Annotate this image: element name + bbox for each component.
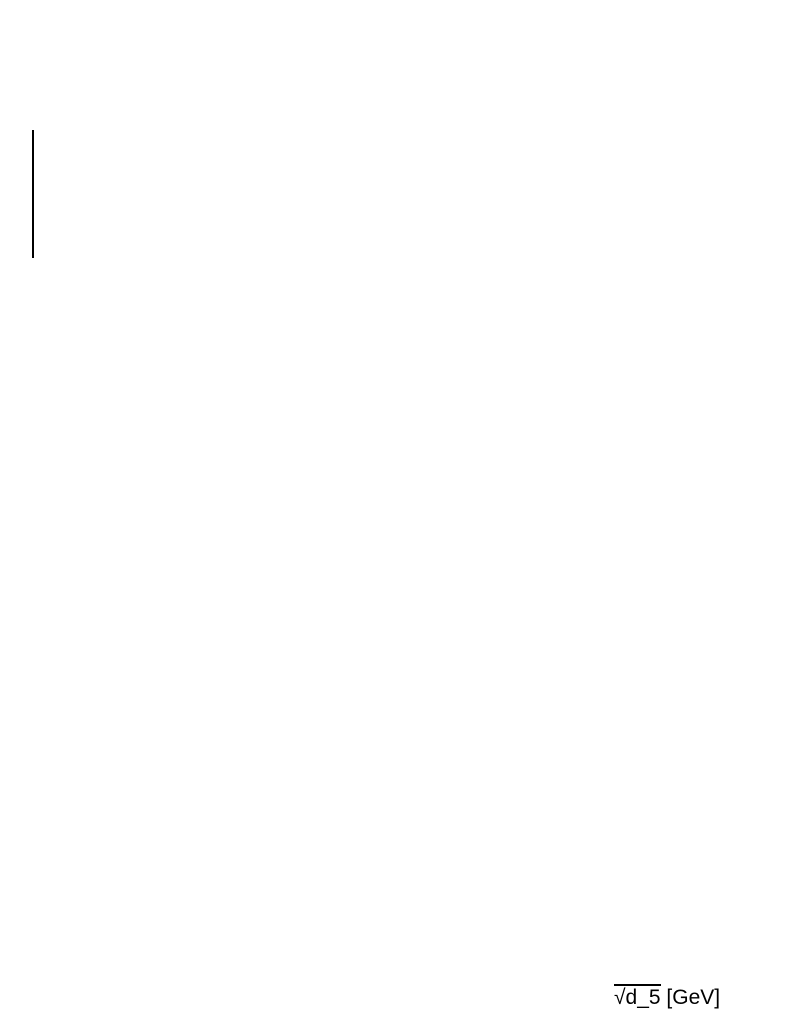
fraction-bar [32,130,34,258]
y-axis-label-main [10,118,66,268]
x-axis-label: √d_5 [GeV] [614,984,721,1009]
